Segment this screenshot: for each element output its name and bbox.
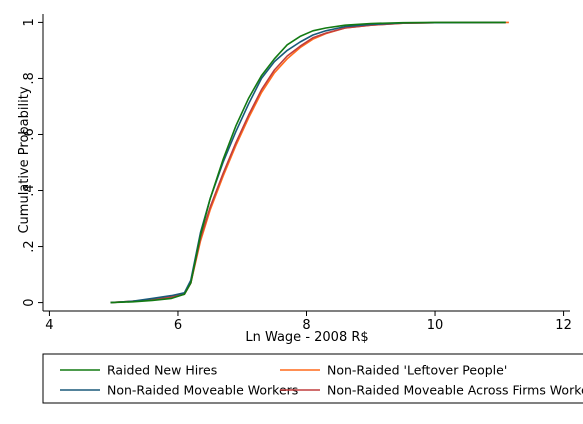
x-tick-label: 8 [302,318,310,333]
x-tick-label: 10 [427,318,444,333]
series-line-4 [110,21,506,304]
legend-items: Raided New Hires Non-Raided 'Leftover Peo… [60,363,583,398]
legend-box [42,353,583,404]
legend-label: Raided New Hires [107,363,217,378]
y-tick-label: 0 [22,298,37,306]
legend: Raided New Hires Non-Raided 'Leftover Peo… [42,353,583,404]
y-tick-label: .6 [22,128,37,140]
x-tick-label: 12 [555,318,572,333]
legend-label: Non-Raided 'Leftover People' [327,363,507,378]
y-tick-label: .4 [22,184,37,196]
y-axis-ticks: 0 .2 .4 .6 .8 1 [22,18,43,307]
series-line-3 [110,21,506,304]
y-axis-title: Cumulative Probability [17,86,32,233]
plot-region: 4 6 8 10 12 0 .2 .4 .6 .8 1 [22,14,572,333]
x-tick-label: 6 [174,318,182,333]
y-tick-label: .8 [22,72,37,84]
y-tick-label: .2 [22,240,37,252]
legend-label: Non-Raided Moveable Workers [107,383,298,398]
y-tick-label: 1 [22,18,37,26]
x-axis-title: Ln Wage - 2008 R$ [245,330,368,345]
series-line-1 [110,21,509,304]
legend-label: Non-Raided Moveable Across Firms Workers [327,383,583,398]
x-axis-ticks: 4 6 8 10 12 [45,311,572,333]
series-lines [110,21,509,304]
series-line-2 [110,21,506,304]
x-tick-label: 4 [45,318,53,333]
